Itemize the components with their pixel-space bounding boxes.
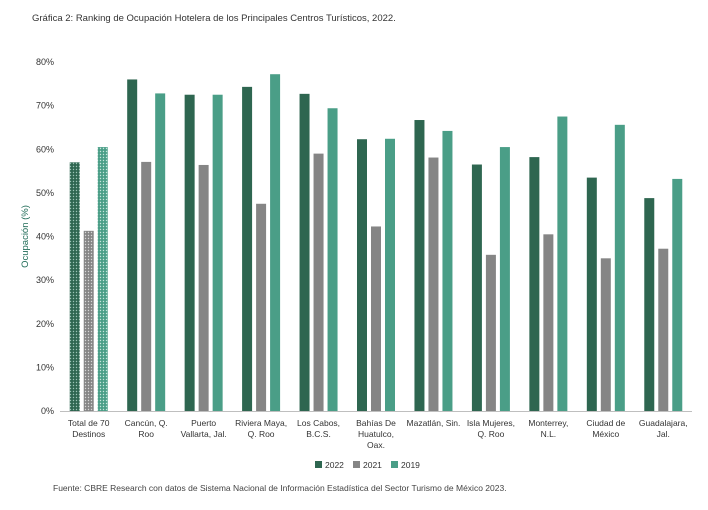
- bar-2022: [242, 86, 253, 412]
- x-tick-label-line: México: [592, 429, 619, 439]
- x-tick-label-line: Vallarta, Jal.: [181, 429, 227, 439]
- x-axis: Total de 70 Destinos Cancún, Q. Roo Puerto Va…: [60, 411, 692, 450]
- bar-2019: [385, 138, 395, 411]
- bar-2019: [270, 74, 281, 411]
- bar-2019: [327, 108, 338, 412]
- y-tick-label: 80%: [36, 57, 54, 67]
- bar-2021: [428, 157, 439, 411]
- x-tick-label: Los Cabos, B.C.S.: [297, 418, 340, 439]
- x-tick-label: Bahías De Huatulco, Oax.: [356, 418, 396, 450]
- x-tick-label: Isla Mujeres, Q. Roo: [467, 418, 515, 439]
- bar-2021: [198, 164, 209, 411]
- bar-2021: [600, 258, 611, 411]
- legend-swatch-2021: [353, 461, 360, 468]
- bar-2019: [557, 116, 568, 411]
- x-tick-label-line: Monterrey,: [528, 418, 568, 428]
- x-tick-label-line: B.C.S.: [306, 429, 331, 439]
- x-tick-label-line: Destinos: [72, 429, 105, 439]
- bar-2021: [256, 203, 267, 411]
- bar-2021: [371, 226, 381, 411]
- x-tick-label: Guadalajara, Jal.: [639, 418, 688, 439]
- x-tick-label-line: N.L.: [541, 429, 557, 439]
- x-tick-label-line: Puerto: [191, 418, 216, 428]
- legend-swatch-2019: [391, 461, 398, 468]
- bar-2021: [83, 230, 94, 411]
- x-tick-label-line: Riviera Maya,: [235, 418, 287, 428]
- bar-2019: [672, 178, 683, 411]
- legend-label: 2019: [401, 460, 420, 470]
- bar-2021: [485, 254, 496, 411]
- bar-2022: [644, 198, 655, 411]
- x-tick-label-line: Roo: [138, 429, 154, 439]
- bar-series: [69, 74, 683, 412]
- x-tick-label-line: Q. Roo: [477, 429, 504, 439]
- bar-2021: [543, 234, 554, 411]
- bar-2022: [69, 162, 80, 411]
- bar-2022: [529, 157, 540, 411]
- x-tick-label-line: Los Cabos,: [297, 418, 340, 428]
- y-tick-label: 20%: [36, 319, 54, 329]
- bar-2022: [127, 79, 138, 411]
- x-tick-label-line: Huatulco,: [358, 429, 394, 439]
- y-tick-label: 10%: [36, 362, 54, 372]
- x-tick-label-line: Total de 70: [68, 418, 110, 428]
- x-tick-label-line: Jal.: [657, 429, 670, 439]
- y-tick-label: 60%: [36, 144, 54, 154]
- y-axis-label: Ocupación (%): [20, 205, 31, 268]
- x-tick-label: Cancún, Q. Roo: [125, 418, 168, 439]
- chart-caption: Gráfica 2: Ranking de Ocupación Hotelera…: [32, 13, 396, 24]
- bar-2022: [586, 177, 597, 411]
- bar-2022: [357, 139, 367, 411]
- x-tick-label-line: Q. Roo: [248, 429, 275, 439]
- bar-2019: [97, 147, 108, 411]
- x-tick-label: Monterrey, N.L.: [528, 418, 568, 439]
- x-tick-label-line: Mazatlán, Sin.: [407, 418, 461, 428]
- bar-2019: [499, 147, 510, 411]
- bar-2022: [471, 164, 482, 411]
- y-tick-label: 40%: [36, 232, 54, 242]
- x-tick-label-line: Bahías De: [356, 418, 396, 428]
- bar-2019: [614, 124, 625, 411]
- x-tick-label: Puerto Vallarta, Jal.: [181, 418, 227, 439]
- legend: 2022 2021 2019: [315, 460, 420, 470]
- bar-2022: [414, 120, 425, 412]
- source-note: Fuente: CBRE Research con datos de Siste…: [53, 483, 507, 493]
- legend-label: 2021: [363, 460, 382, 470]
- x-tick-label-line: Cancún, Q.: [125, 418, 168, 428]
- x-tick-label: Ciudad de México: [586, 418, 625, 439]
- x-tick-label-line: Isla Mujeres,: [467, 418, 515, 428]
- x-tick-label-line: Guadalajara,: [639, 418, 688, 428]
- bar-2021: [141, 161, 152, 411]
- x-tick-label: Mazatlán, Sin.: [407, 418, 461, 428]
- y-tick-label: 30%: [36, 275, 54, 285]
- bar-2021: [658, 248, 669, 411]
- x-tick-label-line: Ciudad de: [586, 418, 625, 428]
- x-tick-label: Riviera Maya, Q. Roo: [235, 418, 287, 439]
- bar-2022: [299, 93, 310, 411]
- y-tick-label: 0%: [41, 406, 54, 416]
- bar-2019: [155, 93, 166, 411]
- y-tick-label: 50%: [36, 188, 54, 198]
- x-tick-label: Total de 70 Destinos: [68, 418, 110, 439]
- bar-chart: 0%10%20%30%40%50%60%70%80%Ocupación (%) …: [20, 57, 692, 470]
- bar-2019: [212, 94, 223, 411]
- y-axis: 0% 10% 20% 30% 40% 50% 60% 70% 80% Ocupación (%): [20, 57, 54, 416]
- legend-label: 2022: [325, 460, 344, 470]
- y-tick-label: 70%: [36, 101, 54, 111]
- bar-2021: [313, 153, 324, 412]
- legend-swatch-2022: [315, 461, 322, 468]
- bar-2022: [184, 94, 195, 411]
- bar-2019: [442, 130, 453, 412]
- x-tick-label-line: Oax.: [367, 440, 385, 450]
